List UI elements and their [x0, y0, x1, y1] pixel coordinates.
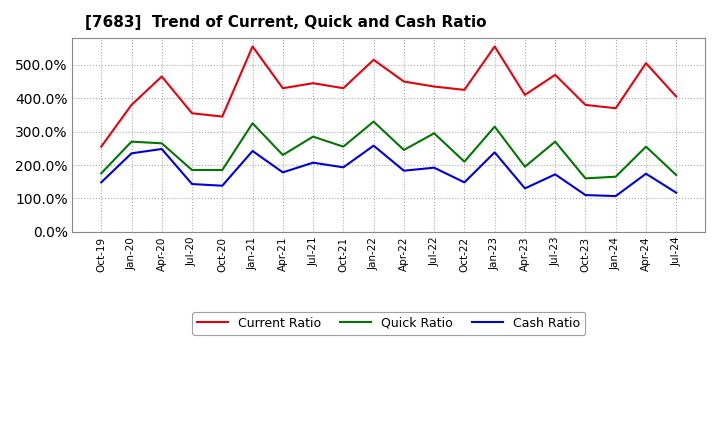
Text: [7683]  Trend of Current, Quick and Cash Ratio: [7683] Trend of Current, Quick and Cash … — [85, 15, 487, 30]
Quick Ratio — [490, 124, 499, 129]
Current Ratio — [279, 85, 287, 91]
Quick Ratio — [521, 164, 529, 169]
Quick Ratio — [611, 174, 620, 180]
Cash Ratio — [611, 194, 620, 199]
Cash Ratio — [490, 150, 499, 155]
Quick Ratio — [309, 134, 318, 139]
Quick Ratio — [279, 152, 287, 158]
Current Ratio — [188, 110, 197, 116]
Current Ratio — [218, 114, 227, 119]
Cash Ratio — [642, 171, 650, 176]
Current Ratio — [581, 102, 590, 107]
Current Ratio — [521, 92, 529, 98]
Quick Ratio — [339, 144, 348, 149]
Current Ratio — [158, 74, 166, 79]
Cash Ratio — [430, 165, 438, 170]
Quick Ratio — [581, 176, 590, 181]
Cash Ratio — [672, 190, 680, 195]
Cash Ratio — [188, 181, 197, 187]
Current Ratio — [490, 44, 499, 49]
Quick Ratio — [188, 167, 197, 172]
Cash Ratio — [581, 192, 590, 198]
Cash Ratio — [521, 186, 529, 191]
Current Ratio — [369, 57, 378, 62]
Current Ratio — [339, 85, 348, 91]
Cash Ratio — [127, 150, 136, 156]
Current Ratio — [127, 102, 136, 107]
Current Ratio — [97, 144, 106, 149]
Current Ratio — [611, 106, 620, 111]
Current Ratio — [248, 44, 257, 49]
Cash Ratio — [158, 147, 166, 152]
Cash Ratio — [97, 180, 106, 185]
Current Ratio — [460, 87, 469, 92]
Quick Ratio — [400, 147, 408, 153]
Cash Ratio — [551, 172, 559, 177]
Current Ratio — [672, 94, 680, 99]
Line: Cash Ratio: Cash Ratio — [102, 146, 676, 196]
Line: Current Ratio: Current Ratio — [102, 47, 676, 147]
Cash Ratio — [279, 170, 287, 175]
Quick Ratio — [642, 144, 650, 149]
Cash Ratio — [400, 168, 408, 173]
Quick Ratio — [430, 131, 438, 136]
Cash Ratio — [369, 143, 378, 148]
Quick Ratio — [248, 121, 257, 126]
Current Ratio — [309, 81, 318, 86]
Quick Ratio — [158, 141, 166, 146]
Cash Ratio — [309, 160, 318, 165]
Line: Quick Ratio: Quick Ratio — [102, 121, 676, 178]
Quick Ratio — [218, 167, 227, 172]
Current Ratio — [430, 84, 438, 89]
Current Ratio — [642, 61, 650, 66]
Quick Ratio — [127, 139, 136, 144]
Quick Ratio — [369, 119, 378, 124]
Quick Ratio — [97, 171, 106, 176]
Current Ratio — [551, 72, 559, 77]
Quick Ratio — [551, 139, 559, 144]
Cash Ratio — [339, 165, 348, 170]
Cash Ratio — [218, 183, 227, 188]
Current Ratio — [400, 79, 408, 84]
Cash Ratio — [460, 180, 469, 185]
Cash Ratio — [248, 148, 257, 154]
Quick Ratio — [672, 172, 680, 178]
Legend: Current Ratio, Quick Ratio, Cash Ratio: Current Ratio, Quick Ratio, Cash Ratio — [192, 312, 585, 335]
Quick Ratio — [460, 159, 469, 164]
